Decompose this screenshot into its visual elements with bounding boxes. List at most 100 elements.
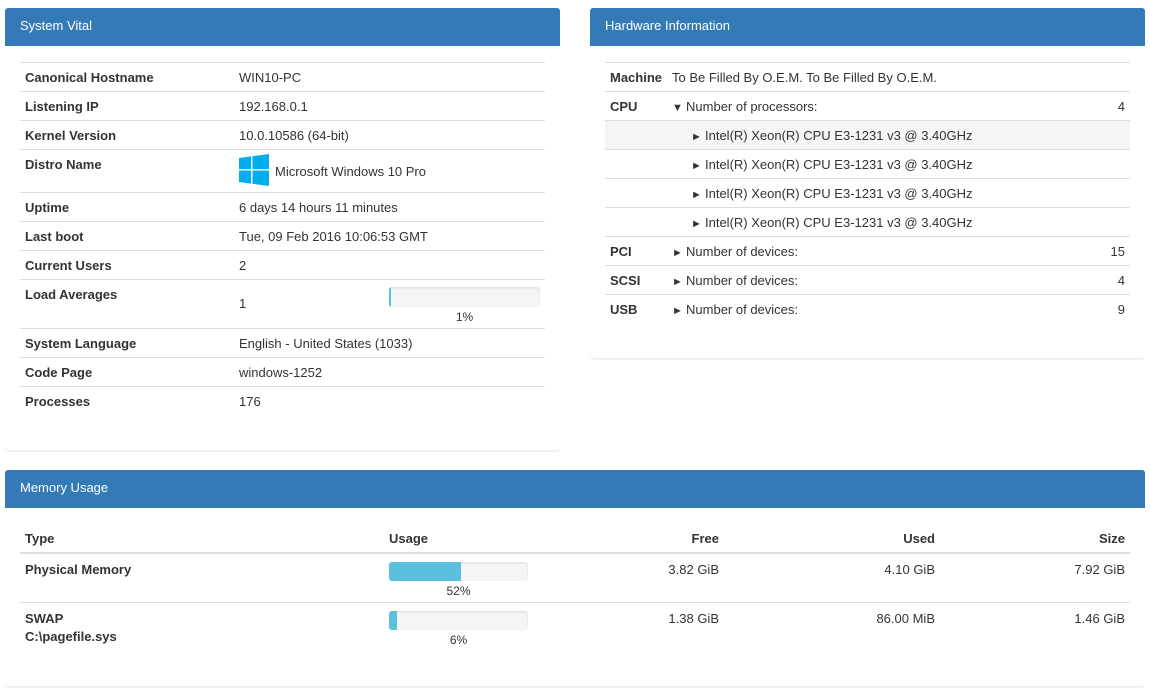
row-scsi[interactable]: SCSI ► Number of devices: 4 (605, 265, 1130, 295)
row-hostname: Canonical Hostname WIN10-PC (20, 62, 545, 92)
col-usage: Usage (384, 524, 538, 554)
row-processes: Processes 176 (20, 387, 545, 416)
cpu-count-text: Number of processors: (686, 99, 818, 114)
pci-count-text: Number of devices: (686, 244, 799, 259)
pci-label: PCI (605, 236, 668, 266)
physical-memory-percent: 52% (446, 584, 471, 598)
expand-right-icon[interactable]: ► (691, 189, 702, 201)
row-codepage: Code Page windows-1252 (20, 357, 545, 387)
row-load: Load Averages 1 1% (20, 279, 545, 329)
windows-logo-icon (239, 154, 269, 189)
kernel-value: 10.0.10586 (64-bit) (234, 120, 545, 150)
load-value: 1 (234, 279, 384, 329)
scsi-count-text: Number of devices: (686, 273, 799, 288)
usb-count: 9 (1117, 302, 1125, 317)
hostname-label: Canonical Hostname (20, 62, 234, 92)
row-cpu[interactable]: CPU ▼ Number of processors: 4 (605, 91, 1130, 121)
ip-label: Listening IP (20, 91, 234, 121)
scsi-count: 4 (1090, 265, 1130, 295)
expand-right-icon[interactable]: ► (691, 218, 702, 230)
row-usb[interactable]: USB ► Number of devices: 9 (605, 295, 1130, 324)
col-type: Type (20, 524, 384, 554)
cpu-processor-item[interactable]: ► Intel(R) Xeon(R) CPU E3-1231 v3 @ 3.40G… (605, 207, 1130, 237)
swap-free: 1.38 GiB (668, 610, 719, 626)
users-label: Current Users (20, 250, 234, 280)
cpu-label: CPU (605, 91, 668, 121)
hardware-info-title: Hardware Information (590, 8, 1145, 46)
col-size: Size (940, 524, 1130, 554)
swap-bar (389, 610, 528, 630)
machine-value: To Be Filled By O.E.M. To Be Filled By O… (667, 62, 1130, 92)
physical-memory-label: Physical Memory (20, 553, 384, 603)
last-boot-value: Tue, 09 Feb 2016 10:06:53 GMT (234, 221, 545, 251)
scsi-label: SCSI (605, 265, 668, 295)
system-vital-title: System Vital (5, 8, 560, 46)
language-value: English - United States (1033) (234, 328, 545, 358)
memory-usage-title: Memory Usage (5, 470, 1145, 508)
row-users: Current Users 2 (20, 250, 545, 280)
cpu-processor-item[interactable]: ► Intel(R) Xeon(R) CPU E3-1231 v3 @ 3.40G… (605, 120, 1130, 150)
physical-free: 3.82 GiB (538, 553, 724, 603)
processes-value: 176 (239, 394, 261, 409)
hardware-table: Machine To Be Filled By O.E.M. To Be Fil… (605, 62, 1130, 324)
load-label: Load Averages (20, 279, 234, 329)
physical-size: 7.92 GiB (940, 553, 1130, 603)
row-pci[interactable]: PCI ► Number of devices: 15 (605, 236, 1130, 266)
memory-usage-panel: Memory Usage Type Usage Free Used Size P… (5, 470, 1145, 687)
last-boot-label: Last boot (20, 221, 234, 251)
expand-down-icon[interactable]: ▼ (672, 102, 683, 114)
swap-used: 86.00 MiB (876, 610, 935, 626)
cpu-processor-name: Intel(R) Xeon(R) CPU E3-1231 v3 @ 3.40GH… (705, 215, 973, 230)
memory-table: Type Usage Free Used Size Physical Memor… (20, 524, 1130, 657)
load-progress-fill (389, 287, 391, 307)
physical-memory-fill (389, 562, 462, 581)
expand-right-icon[interactable]: ► (672, 247, 683, 259)
cpu-count: 4 (1090, 91, 1130, 121)
distro-label: Distro Name (20, 149, 234, 193)
expand-right-icon[interactable]: ► (691, 160, 702, 172)
expand-right-icon[interactable]: ► (672, 276, 683, 288)
cpu-processor-item[interactable]: ► Intel(R) Xeon(R) CPU E3-1231 v3 @ 3.40G… (605, 178, 1130, 208)
language-label: System Language (20, 328, 234, 358)
codepage-label: Code Page (20, 357, 234, 387)
physical-memory-bar (389, 562, 528, 581)
usb-label: USB (610, 302, 638, 317)
row-uptime: Uptime 6 days 14 hours 11 minutes (20, 192, 545, 222)
expand-right-icon[interactable]: ► (691, 131, 702, 143)
cpu-processor-item[interactable]: ► Intel(R) Xeon(R) CPU E3-1231 v3 @ 3.40G… (605, 149, 1130, 179)
table-row: SWAP C:\pagefile.sys 6% 1.38 GiB 86.00 M… (20, 602, 1130, 657)
codepage-value: windows-1252 (234, 357, 545, 387)
row-language: System Language English - United States … (20, 328, 545, 358)
machine-label: Machine (605, 62, 668, 92)
swap-fill (389, 610, 398, 630)
users-value: 2 (234, 250, 545, 280)
processes-label: Processes (25, 394, 91, 409)
swap-percent: 6% (449, 632, 468, 647)
uptime-value: 6 days 14 hours 11 minutes (234, 192, 545, 222)
row-distro: Distro Name Microsoft Windows 10 Pro (20, 149, 545, 193)
expand-right-icon[interactable]: ► (672, 305, 683, 317)
uptime-label: Uptime (20, 192, 234, 222)
col-used: Used (724, 524, 940, 554)
system-vital-panel: System Vital Canonical Hostname WIN10-PC… (5, 8, 560, 451)
hostname-value: WIN10-PC (234, 62, 545, 92)
table-row: Physical Memory 52% 3.82 GiB 4.10 GiB 7.… (20, 553, 1130, 603)
cpu-processor-name: Intel(R) Xeon(R) CPU E3-1231 v3 @ 3.40GH… (705, 128, 973, 143)
swap-file: C:\pagefile.sys (25, 628, 117, 644)
row-ip: Listening IP 192.168.0.1 (20, 91, 545, 121)
distro-value: Microsoft Windows 10 Pro (275, 164, 426, 179)
system-vital-table: Canonical Hostname WIN10-PC Listening IP… (20, 62, 545, 416)
swap-label: SWAP (25, 610, 64, 626)
physical-used: 4.10 GiB (724, 553, 940, 603)
row-last-boot: Last boot Tue, 09 Feb 2016 10:06:53 GMT (20, 221, 545, 251)
swap-size: 1.46 GiB (1074, 610, 1125, 626)
kernel-label: Kernel Version (20, 120, 234, 150)
load-progress-bar (389, 287, 540, 307)
col-free: Free (538, 524, 724, 554)
load-percent-label: 1% (455, 310, 474, 324)
row-kernel: Kernel Version 10.0.10586 (64-bit) (20, 120, 545, 150)
cpu-processor-name: Intel(R) Xeon(R) CPU E3-1231 v3 @ 3.40GH… (705, 157, 973, 172)
usb-count-text: Number of devices: (686, 302, 799, 317)
memory-header-row: Type Usage Free Used Size (20, 524, 1130, 554)
pci-count: 15 (1090, 236, 1130, 266)
